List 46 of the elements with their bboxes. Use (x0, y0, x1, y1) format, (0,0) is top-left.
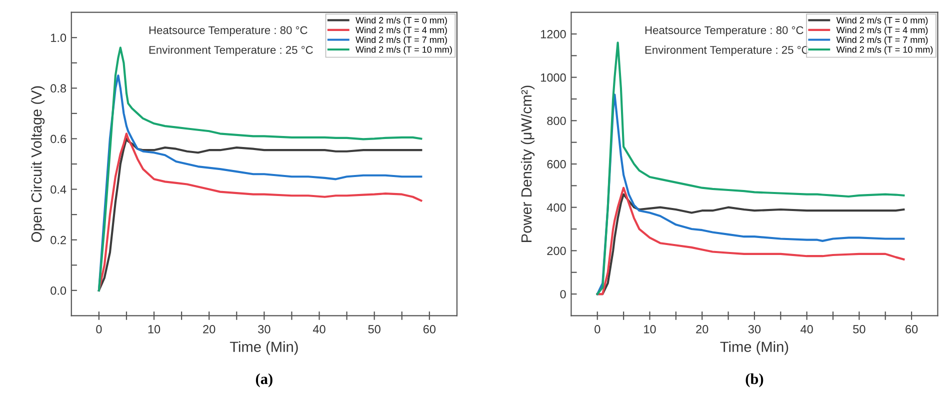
legend-label: Wind 2 m/s (T = 10 mm) (356, 46, 452, 55)
y-tick-label: 0.8 (50, 84, 66, 93)
x-tick-label: 40 (312, 325, 326, 334)
x-tick-label: 60 (423, 325, 436, 334)
x-tick-label: 60 (906, 325, 918, 334)
y-tick-label: 0.4 (50, 185, 66, 194)
text: (a) (256, 373, 272, 388)
legend-label: Wind 2 m/s (T = 7 mm) (836, 36, 928, 45)
y-tick-label: 0 (560, 290, 566, 298)
x-tick-label: 50 (368, 325, 380, 334)
annotation: Heatsource Temperature : 80 °C (645, 26, 804, 36)
x-tick-label: 10 (644, 325, 656, 334)
annotation: Environment Temperature : 25 °C (645, 46, 809, 56)
x-axis-title: Time (Min) (720, 341, 788, 355)
y-tick-label: 1200 (540, 30, 566, 38)
x-tick-label: 0 (594, 325, 600, 334)
annotation: Environment Temperature : 25 °C (149, 46, 313, 56)
legend-label: Wind 2 m/s (T = 0 mm) (836, 16, 928, 26)
x-tick-label: 0 (96, 325, 102, 334)
x-tick-label: 20 (203, 325, 216, 334)
y-tick-label: 200 (547, 246, 566, 256)
y-axis-title: Open Circuit Voltage (V) (30, 86, 45, 242)
y-tick-label: 800 (547, 116, 566, 126)
x-tick-label: 40 (800, 325, 813, 334)
y-tick-label: 600 (547, 160, 566, 168)
legend-label: Wind 2 m/s (T = 7 mm) (356, 36, 447, 45)
annotation: Heatsource Temperature : 80 °C (149, 26, 308, 36)
legend-label: Wind 2 m/s (T = 4 mm) (356, 26, 447, 35)
y-tick-label: 400 (546, 203, 566, 212)
y-tick-label: 1.0 (51, 34, 66, 42)
x-tick-label: 30 (258, 325, 270, 334)
y-tick-label: 0.6 (50, 134, 66, 144)
x-tick-label: 10 (148, 325, 160, 334)
y-tick-label: 1000 (540, 73, 566, 82)
x-tick-label: 20 (696, 325, 708, 334)
y-tick-label: 0.0 (50, 286, 66, 295)
line-series (596, 94, 905, 296)
legend-label: Wind 2 m/s (T = 4 mm) (836, 26, 928, 35)
x-tick-label: 30 (748, 325, 761, 334)
legend-label: Wind 2 m/s (T = 0 mm) (356, 16, 447, 26)
y-tick-label: 0.2 (50, 236, 66, 244)
legend-label: Wind 2 m/s (T = 10 mm) (836, 46, 933, 55)
x-tick-label: 50 (853, 325, 866, 334)
text: (b) (746, 373, 764, 388)
x-axis-title: Time (Min) (230, 341, 298, 355)
y-axis-title: Power Density (μW/cm²) (520, 86, 535, 242)
